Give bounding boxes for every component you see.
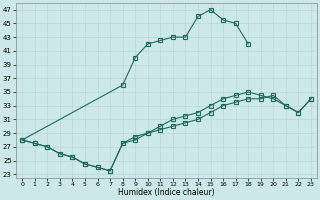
X-axis label: Humidex (Indice chaleur): Humidex (Indice chaleur) [118, 188, 215, 197]
